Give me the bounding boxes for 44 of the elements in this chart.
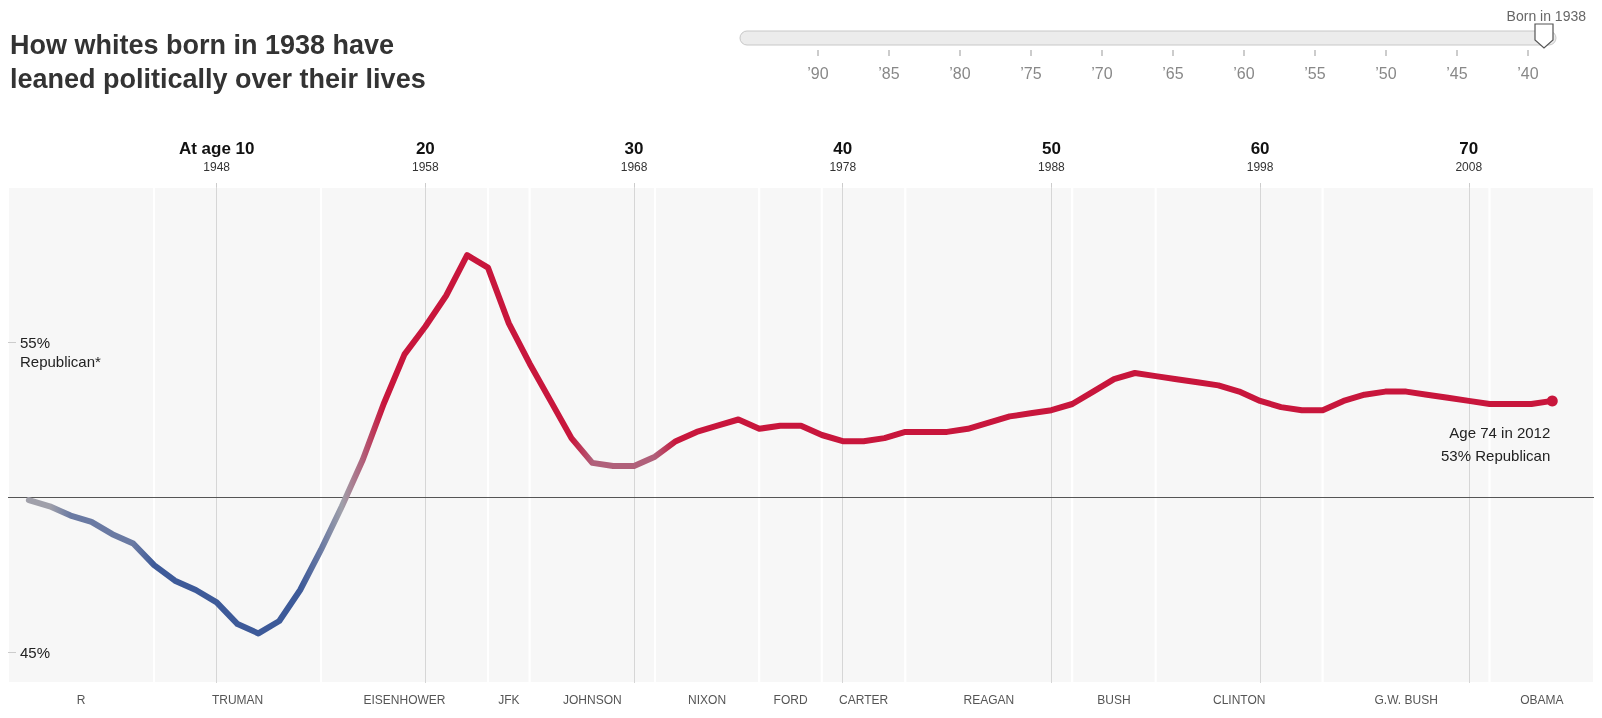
band-label: R: [76, 693, 86, 707]
text: ’90: [807, 65, 829, 82]
band-label: EISENHOWER: [363, 693, 446, 707]
y-axis-title: Republican*: [20, 353, 102, 370]
x-tick-label: 1978: [829, 160, 857, 174]
band-label: CLINTON: [1213, 693, 1266, 707]
x-tick-label: 1998: [1246, 160, 1274, 174]
band-label: TRUMAN: [211, 693, 264, 707]
text: ’40: [1517, 65, 1539, 82]
text: Born in 1938: [1506, 8, 1587, 24]
band-label: G.W. BUSH: [1374, 693, 1438, 707]
text: ’75: [1020, 65, 1042, 82]
y-tick-label: 55%: [20, 333, 51, 351]
text: ’45: [1446, 65, 1468, 82]
text: ’65: [1162, 65, 1184, 82]
text: ’50: [1375, 65, 1397, 82]
x2-tick-label: 70: [1459, 139, 1479, 158]
x-tick-label: 1968: [620, 160, 648, 174]
band-label: FORD: [773, 693, 808, 707]
x-tick-label: 1958: [412, 160, 440, 174]
x2-tick-label: At age 10: [178, 139, 255, 158]
text: ’80: [949, 65, 971, 82]
band-label: JOHNSON: [562, 693, 622, 707]
x2-tick-label: 50: [1041, 139, 1061, 158]
x2-tick-label: 20: [415, 139, 435, 158]
text: ’60: [1233, 65, 1255, 82]
x2-tick-label: 40: [833, 139, 853, 158]
x-tick-label: 2008: [1455, 160, 1483, 174]
band-label: OBAMA: [1520, 693, 1564, 707]
text: ’55: [1304, 65, 1326, 82]
y-tick-label: 45%: [20, 643, 51, 661]
band-label: NIXON: [688, 693, 727, 707]
band-label: CARTER: [839, 693, 889, 707]
x2-tick-label: 30: [624, 139, 644, 158]
x-tick-label: 1988: [1038, 160, 1066, 174]
text: ’85: [878, 65, 900, 82]
text: ’70: [1091, 65, 1113, 82]
chart-title: How whites born in 1938 have leaned politically over their lives: [10, 30, 426, 94]
annotation: Age 74 in 2012 53% Republican: [1441, 423, 1551, 464]
x-tick-label: 1948: [203, 160, 231, 174]
band-label: BUSH: [1097, 693, 1131, 707]
x2-tick-label: 60: [1250, 139, 1270, 158]
band-label: REAGAN: [963, 693, 1015, 707]
band-label: JFK: [498, 693, 520, 707]
